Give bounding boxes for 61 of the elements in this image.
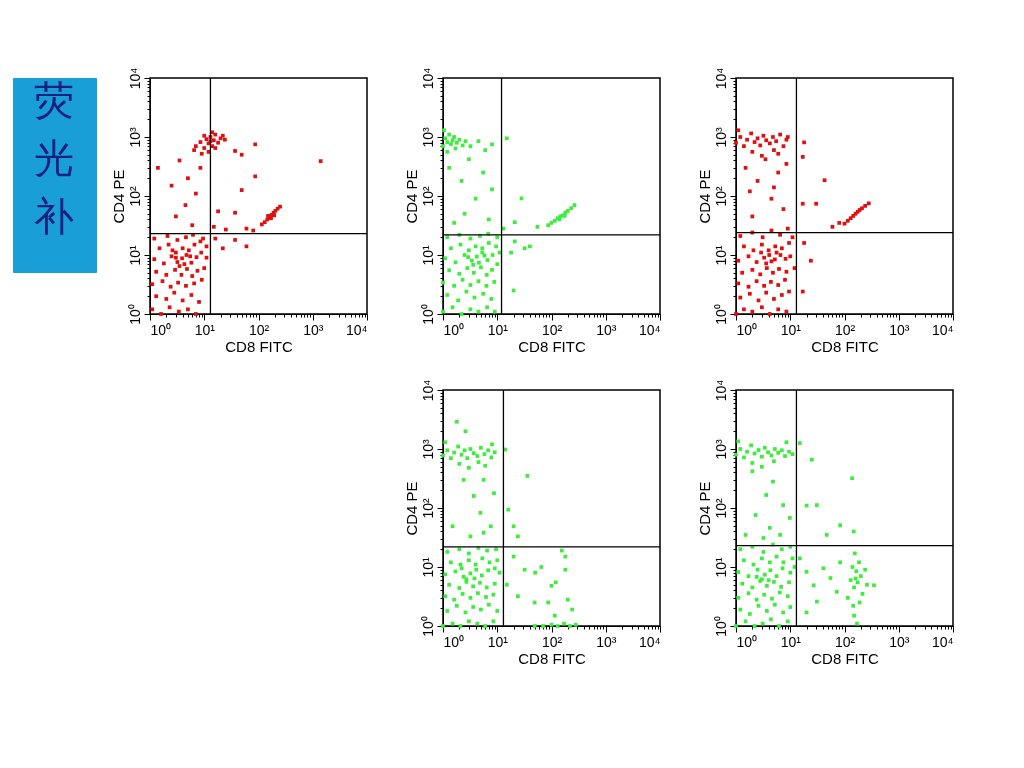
y-tick-label: 10⁰ [712, 304, 729, 325]
y-tick-label: 10³ [419, 439, 436, 460]
y-tick-label: 10³ [126, 127, 143, 148]
y-tick-label: 10² [126, 186, 143, 207]
y-tick-label: 10² [419, 186, 436, 207]
x-tick-label: 10³ [596, 321, 617, 338]
text: 荧光补 [34, 77, 74, 239]
x-tick-label: 10² [541, 633, 563, 650]
y-axis-title: CD4 PE [695, 169, 713, 224]
y-tick-label: 10² [419, 498, 436, 519]
x-tick-label: 10⁴ [345, 321, 368, 338]
y-axis-title: CD4 PE [109, 169, 127, 224]
x-tick-label: 10⁰ [736, 321, 758, 338]
y-tick-label: 10⁴ [712, 379, 729, 402]
y-tick-label: 10² [712, 498, 729, 519]
x-tick-label: 10² [541, 321, 563, 338]
x-tick-label: 10⁴ [638, 633, 661, 650]
x-tick-label: 10² [248, 321, 270, 338]
y-tick-label: 10¹ [126, 245, 143, 266]
x-axis-title: CD8 FITC [518, 337, 586, 355]
x-tick-label: 10² [834, 321, 856, 338]
x-axis-title: CD8 FITC [811, 649, 879, 667]
y-tick-label: 10⁴ [419, 67, 436, 90]
y-tick-label: 10⁰ [126, 304, 143, 325]
y-tick-label: 10¹ [712, 245, 729, 266]
y-axis-title: CD4 PE [402, 169, 420, 224]
x-tick-label: 10¹ [780, 321, 802, 338]
x-tick-label: 10¹ [194, 321, 216, 338]
y-axis-title: CD4 PE [402, 481, 420, 536]
x-tick-label: 10³ [889, 633, 910, 650]
x-tick-label: 10² [834, 633, 856, 650]
y-tick-label: 10³ [712, 127, 729, 148]
x-tick-label: 10⁰ [443, 321, 465, 338]
y-tick-label: 10³ [712, 439, 729, 460]
y-tick-label: 10⁴ [419, 379, 436, 402]
x-axis-title: CD8 FITC [225, 337, 293, 355]
y-tick-label: 10⁰ [419, 616, 436, 637]
y-tick-label: 10¹ [419, 245, 436, 266]
x-tick-label: 10¹ [487, 321, 509, 338]
x-tick-label: 10⁰ [736, 633, 758, 650]
x-tick-label: 10³ [303, 321, 324, 338]
x-tick-label: 10⁰ [443, 633, 465, 650]
y-tick-label: 10⁴ [126, 67, 143, 90]
y-tick-label: 10⁰ [712, 616, 729, 637]
y-tick-label: 10³ [419, 127, 436, 148]
x-tick-label: 10⁴ [931, 633, 954, 650]
x-tick-label: 10³ [889, 321, 910, 338]
y-tick-label: 10⁴ [712, 67, 729, 90]
x-tick-label: 10⁴ [638, 321, 661, 338]
x-axis-title: CD8 FITC [518, 649, 586, 667]
y-tick-label: 10⁰ [419, 304, 436, 325]
x-tick-label: 10¹ [487, 633, 509, 650]
x-tick-label: 10¹ [780, 633, 802, 650]
y-axis-title: CD4 PE [695, 481, 713, 536]
y-tick-label: 10¹ [712, 557, 729, 578]
x-axis-title: CD8 FITC [811, 337, 879, 355]
x-tick-label: 10⁴ [931, 321, 954, 338]
y-tick-label: 10² [712, 186, 729, 207]
x-tick-label: 10⁰ [150, 321, 172, 338]
x-tick-label: 10³ [596, 633, 617, 650]
y-tick-label: 10¹ [419, 557, 436, 578]
